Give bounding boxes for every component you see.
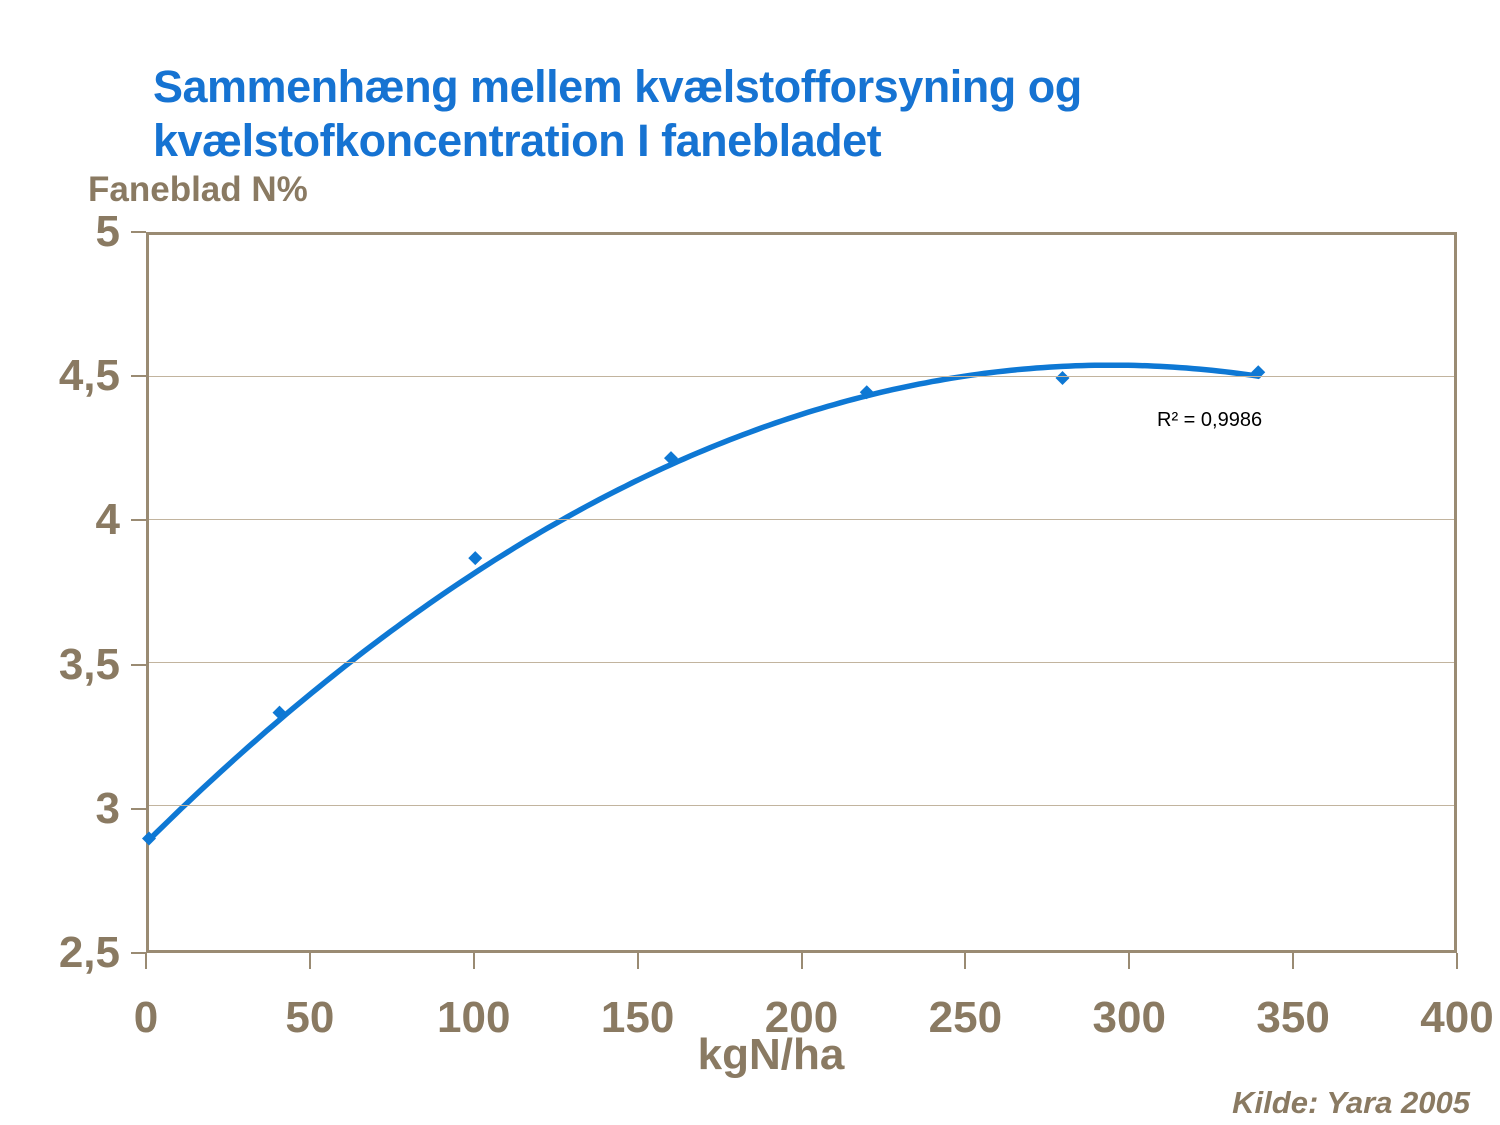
- y-tick-label: 4,5: [58, 351, 120, 401]
- y-tick-label: 4: [95, 495, 120, 545]
- data-point-marker: [859, 385, 874, 400]
- data-point-marker: [142, 831, 156, 846]
- x-tick-label: 50: [285, 993, 335, 1042]
- x-tick-label: 300: [1092, 993, 1166, 1042]
- r-squared-annotation: R² = 0,9986: [1157, 409, 1263, 431]
- y-tick-mark: [131, 519, 146, 522]
- x-tick-label: 150: [600, 993, 675, 1042]
- x-tick-mark: [1292, 953, 1295, 969]
- gridline-y-4.5: [149, 376, 1454, 377]
- chart-title: Sammenhæng mellem kvælstofforsyning og k…: [153, 60, 1353, 168]
- x-tick-mark: [472, 953, 475, 969]
- y-tick-label: 3,5: [58, 639, 120, 689]
- y-tick-label: 3: [95, 783, 120, 833]
- y-tick-mark: [131, 375, 146, 378]
- source-credit: Kilde: Yara 2005: [1232, 1085, 1470, 1120]
- gridline-y-4: [149, 519, 1454, 520]
- y-tick-mark: [131, 663, 146, 666]
- gridline-y-3: [149, 805, 1454, 806]
- gridline-y-3.5: [149, 662, 1454, 663]
- y-tick-mark: [131, 952, 146, 954]
- x-tick-mark: [145, 953, 147, 969]
- x-tick-mark: [964, 953, 967, 969]
- y-tick-mark: [131, 231, 146, 233]
- plot-area: [142, 232, 1457, 953]
- data-point-marker: [272, 705, 287, 720]
- x-axis-title: kgN/ha: [697, 1030, 845, 1079]
- data-point-marker: [468, 551, 483, 566]
- x-tick-mark: [308, 953, 311, 969]
- x-tick-mark: [1456, 953, 1458, 969]
- x-tick-label: 0: [133, 993, 159, 1042]
- data-point-marker: [664, 451, 678, 466]
- x-tick-mark: [636, 953, 639, 969]
- x-tick-label: 100: [437, 993, 511, 1042]
- y-tick-mark: [131, 807, 146, 810]
- chart-title-line2: kvælstofkoncentration I fanebladet: [153, 115, 882, 166]
- series-layer: [142, 362, 1266, 846]
- x-tick-label: 400: [1420, 993, 1494, 1042]
- chart-title-line1: Sammenhæng mellem kvælstofforsyning og: [153, 61, 1082, 112]
- y-axis-title: Faneblad N%: [88, 170, 308, 209]
- x-tick-mark: [800, 953, 803, 969]
- x-tick-mark: [1128, 953, 1131, 969]
- x-tick-label: 350: [1256, 993, 1330, 1042]
- trendline: [146, 362, 1262, 843]
- data-point-marker: [1055, 371, 1070, 385]
- x-tick-label: 200: [764, 993, 839, 1042]
- data-point-marker: [1251, 365, 1266, 380]
- x-tick-label: 250: [928, 993, 1003, 1042]
- y-tick-label: 2,5: [58, 928, 120, 977]
- y-tick-label: 5: [95, 207, 120, 256]
